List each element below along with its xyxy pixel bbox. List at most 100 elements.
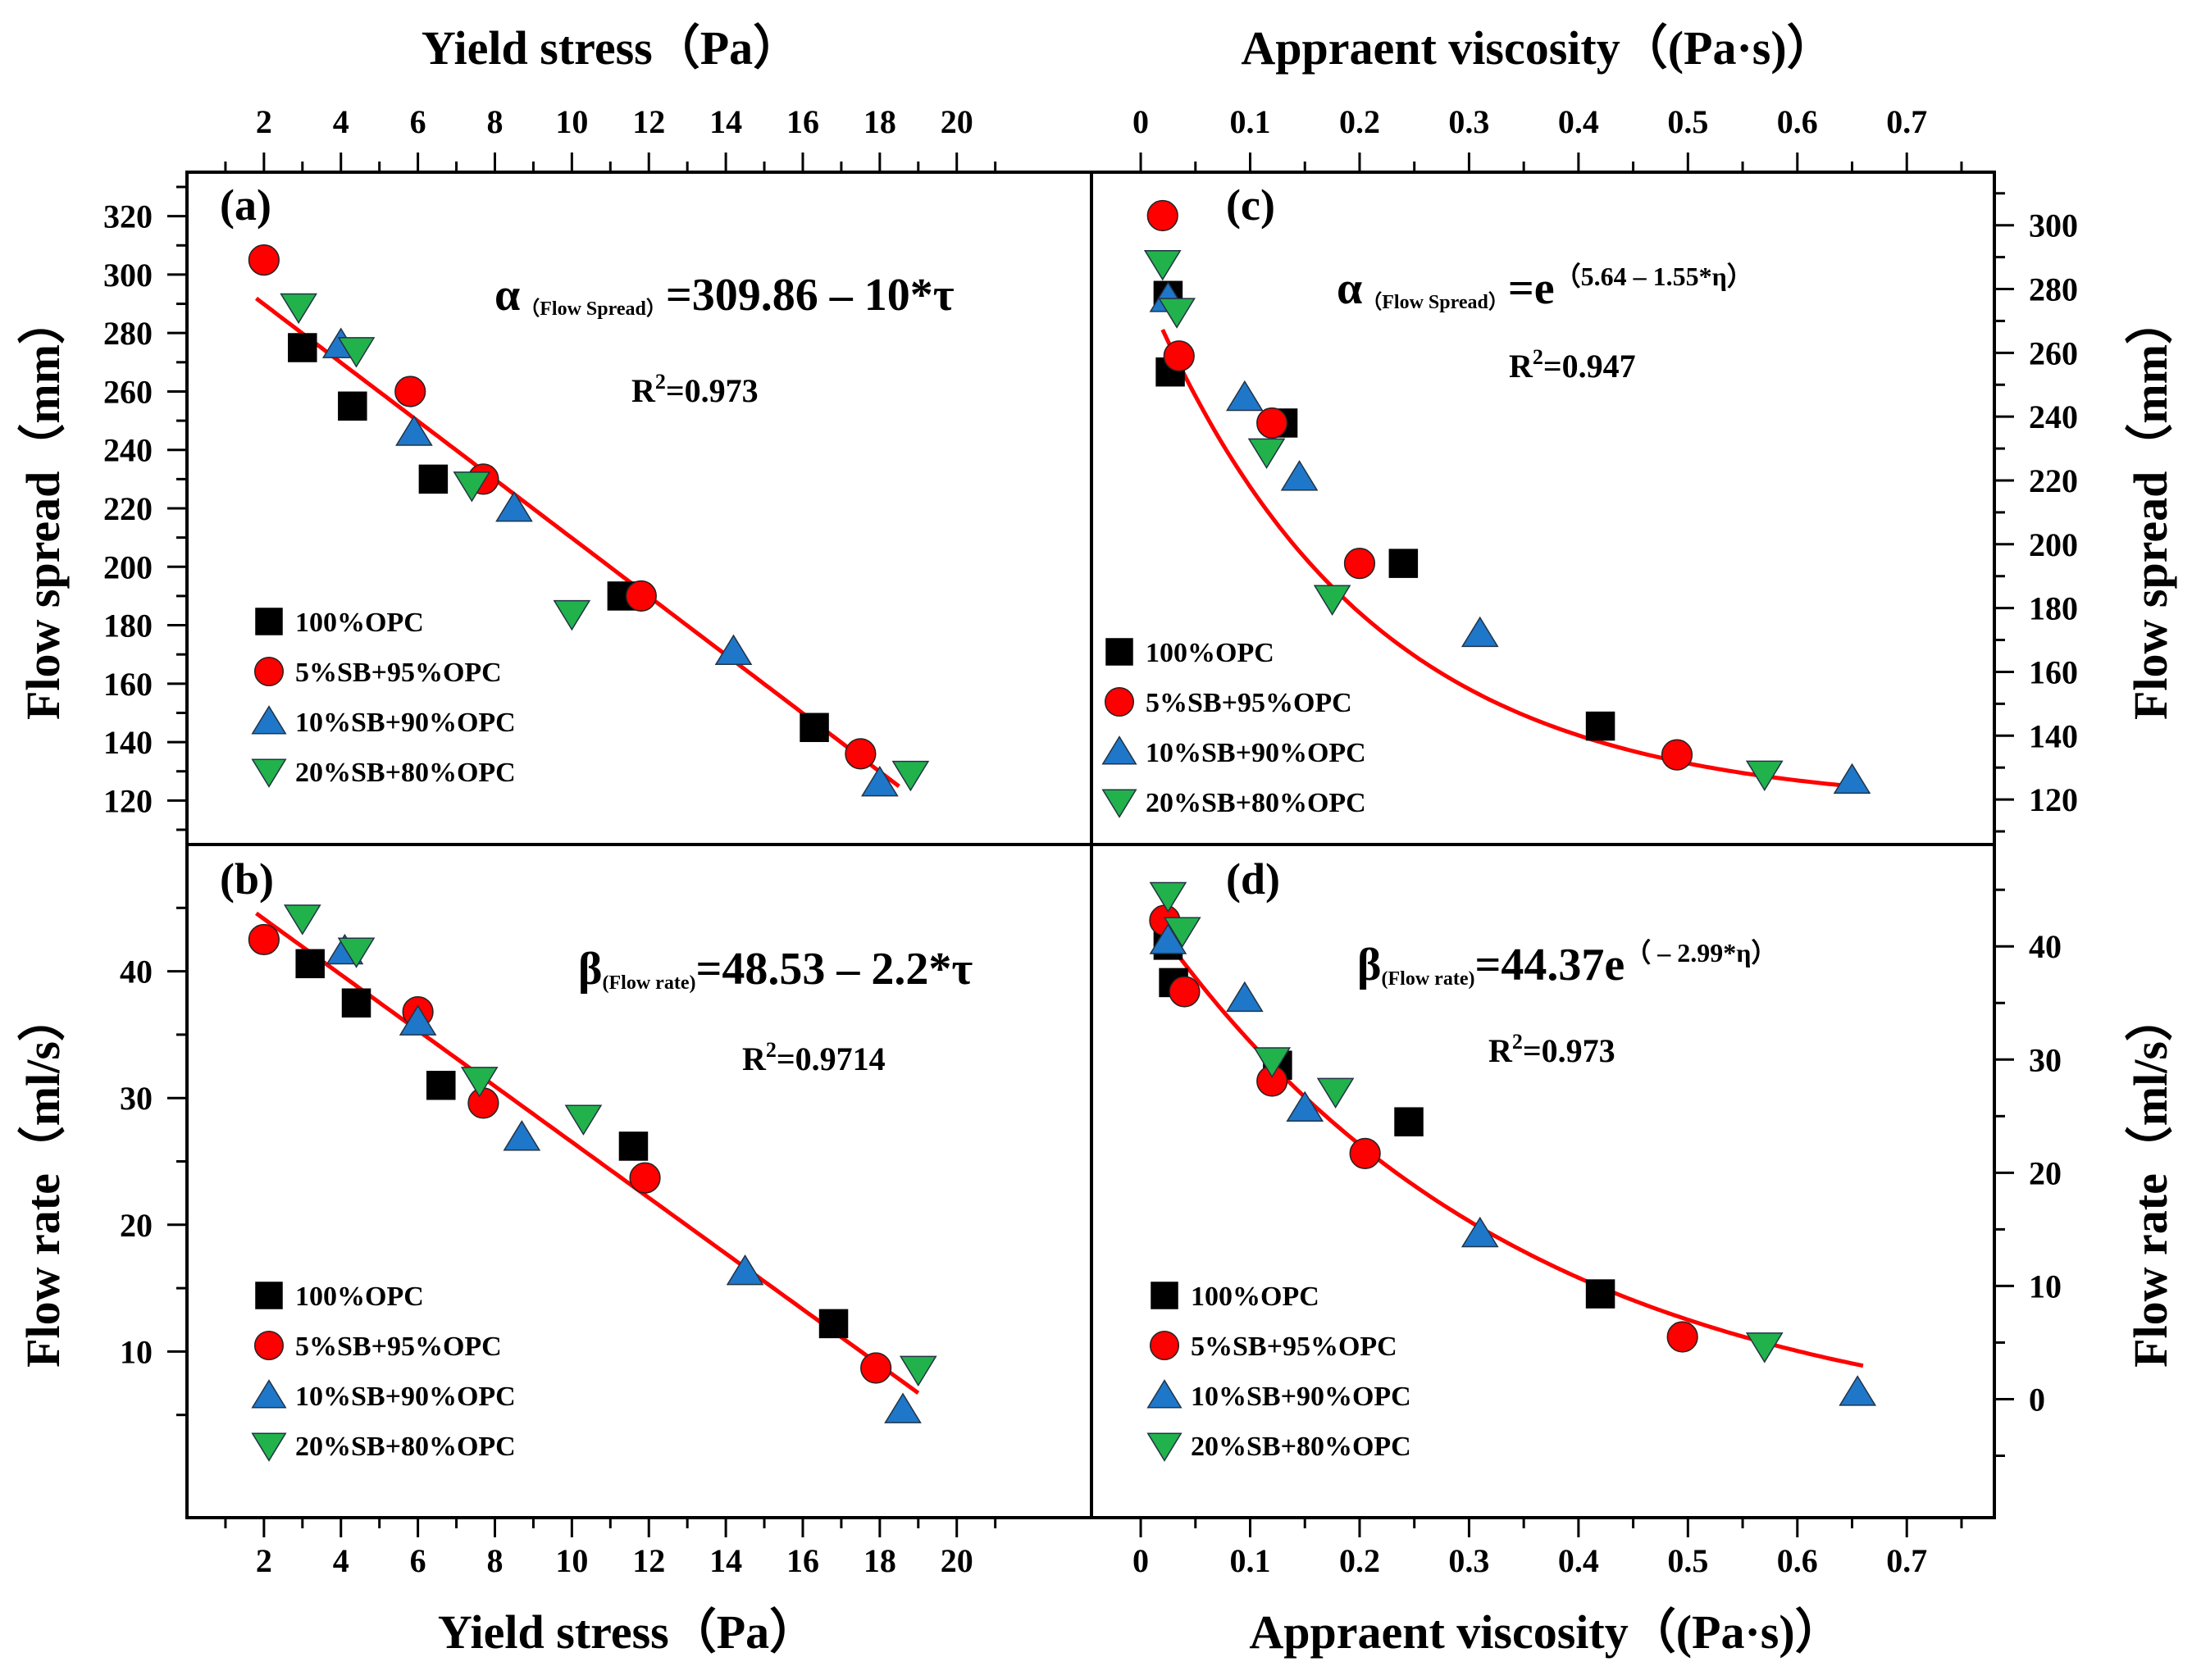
point-c-5sb-95opc (1661, 739, 1693, 771)
point-b-10sb-90opc (726, 1254, 764, 1286)
point-a-20sb-80opc (453, 471, 491, 503)
panel-frames (185, 171, 1996, 1519)
x-tick-label-c: 0.2 (1339, 103, 1380, 140)
y-tick-label-d: 10 (2029, 1268, 2062, 1304)
y-tick-label-c: 280 (2029, 271, 2078, 308)
legend-marker-c (1105, 638, 1133, 666)
equation-superscript: （ – 2.99*η） (1625, 938, 1777, 967)
y-tick-label-c: 260 (2029, 335, 2078, 371)
legend-label-b: 20%SB+80%OPC (295, 1432, 516, 1462)
x-tick-label-d: 0.4 (1558, 1542, 1599, 1579)
point-d-5sb-95opc (1169, 976, 1201, 1008)
panel-label-d: (d) (1226, 854, 1280, 904)
point-c-20sb-80opc (1745, 760, 1784, 791)
y-tick-label-a: 280 (103, 315, 153, 352)
y-tick-label-c: 140 (2029, 717, 2078, 754)
point-c-5sb-95opc (1256, 407, 1288, 439)
x-tick-label-b: 10 (555, 1542, 588, 1579)
y-tick-label-a: 160 (103, 666, 153, 703)
point-d-10sb-90opc (1839, 1375, 1877, 1406)
legend-label-b: 100%OPC (295, 1282, 424, 1312)
point-d-20sb-80opc (1253, 1047, 1292, 1078)
x-tick-label-c: 0.7 (1886, 103, 1927, 140)
point-d-5sb-95opc (1666, 1321, 1698, 1353)
point-a-10sb-90opc (395, 415, 433, 446)
legend-b: 100%OPC 5%SB+95%OPC 10%SB+90%OPC 20%SB+80%O… (251, 1282, 516, 1462)
x-tick-label-a: 8 (486, 103, 503, 140)
point-c-20sb-80opc (1158, 298, 1196, 329)
x-tick-label-c: 0.6 (1777, 103, 1818, 140)
x-tick-label-d: 0.3 (1448, 1542, 1489, 1579)
panel-label-a: (a) (220, 180, 271, 230)
legend-label-d: 5%SB+95%OPC (1191, 1332, 1397, 1362)
y-tick-label-b: 20 (120, 1207, 153, 1244)
point-d-10sb-90opc (1286, 1090, 1324, 1122)
point-b-20sb-80opc (564, 1104, 603, 1136)
x-tick-label-b: 18 (864, 1542, 896, 1579)
y-tick-label-c: 200 (2029, 526, 2078, 563)
x-tick-label-a: 20 (941, 103, 973, 140)
r-squared-d: R2=0.973 (1488, 1030, 1615, 1069)
point-a-100opc (800, 713, 829, 743)
point-d-10sb-90opc (1225, 981, 1264, 1013)
x-tick-label-a: 4 (333, 103, 349, 140)
point-a-100opc (418, 464, 449, 494)
legend-c: 100%OPC 5%SB+95%OPC 10%SB+90%OPC 20%SB+80%O… (1101, 638, 1366, 818)
point-d-10sb-90opc (1149, 923, 1187, 954)
point-c-5sb-95opc (1146, 199, 1178, 232)
r-squared-base: R (1488, 1032, 1513, 1069)
r-squared-base: R (1509, 348, 1533, 385)
y-tick-label-a: 200 (103, 549, 153, 585)
legend-label-b: 10%SB+90%OPC (295, 1382, 516, 1412)
y-tick-label-a: 300 (103, 257, 153, 294)
legend-marker-c (1101, 789, 1137, 818)
x-tick-label-a: 18 (864, 103, 896, 140)
equation-superscript: （5.64 – 1.55*η） (1555, 262, 1753, 291)
legend-marker-d (1151, 1282, 1178, 1309)
left-axis-title-flow-rate: Flow rate（ml/s） (16, 994, 70, 1368)
x-tick-label-b: 14 (709, 1542, 742, 1579)
y-tick-label-a: 220 (103, 490, 153, 527)
r-squared-value: =0.973 (666, 372, 759, 409)
x-tick-label-d: 0.5 (1667, 1542, 1708, 1579)
point-c-10sb-90opc (1225, 380, 1264, 412)
point-a-10sb-90opc (861, 765, 899, 797)
x-tick-label-b: 2 (256, 1542, 272, 1579)
point-a-20sb-80opc (280, 293, 317, 325)
y-tick-label-a: 140 (103, 724, 153, 761)
point-d-10sb-90opc (1460, 1216, 1499, 1248)
point-a-20sb-80opc (891, 760, 930, 792)
r-squared-exponent: 2 (1512, 1030, 1523, 1054)
point-b-20sb-80opc (460, 1067, 499, 1098)
x-tick-label-b: 12 (632, 1542, 665, 1579)
point-a-20sb-80opc (337, 337, 376, 368)
r-squared-value: =0.947 (1543, 348, 1636, 385)
point-c-20sb-80opc (1247, 438, 1286, 469)
data-points (248, 199, 1877, 1423)
legend-marker-d (1146, 1379, 1183, 1409)
panel-label-c: (c) (1226, 180, 1275, 230)
r-squared-exponent: 2 (766, 1038, 777, 1062)
legend-marker-a (255, 608, 283, 635)
point-b-10sb-90opc (884, 1392, 922, 1423)
legend-marker-b (253, 1330, 285, 1361)
y-tick-label-a: 320 (103, 198, 153, 235)
point-c-10sb-90opc (1833, 763, 1871, 794)
point-a-5sb-95opc (845, 738, 877, 770)
point-a-5sb-95opc (625, 580, 657, 612)
legend-a: 100%OPC 5%SB+95%OPC 10%SB+90%OPC 20%SB+80%O… (251, 608, 516, 788)
x-tick-label-b: 8 (486, 1542, 503, 1579)
annotations: Yield stress（Pa） Appraent viscosity（(Pa·s… (16, 21, 2177, 1659)
point-b-100opc (618, 1131, 649, 1161)
point-c-100opc (1388, 549, 1419, 578)
point-a-20sb-80opc (553, 599, 591, 631)
x-tick-label-c: 0.4 (1558, 103, 1599, 140)
y-tick-label-a: 260 (103, 373, 153, 410)
point-b-20sb-80opc (899, 1355, 937, 1387)
x-tick-label-a: 10 (555, 103, 588, 140)
point-b-5sb-95opc (248, 923, 280, 956)
point-b-5sb-95opc (860, 1352, 892, 1384)
legend-d: 100%OPC 5%SB+95%OPC 10%SB+90%OPC 20%SB+80%O… (1146, 1282, 1411, 1462)
point-d-100opc (1394, 1107, 1424, 1136)
